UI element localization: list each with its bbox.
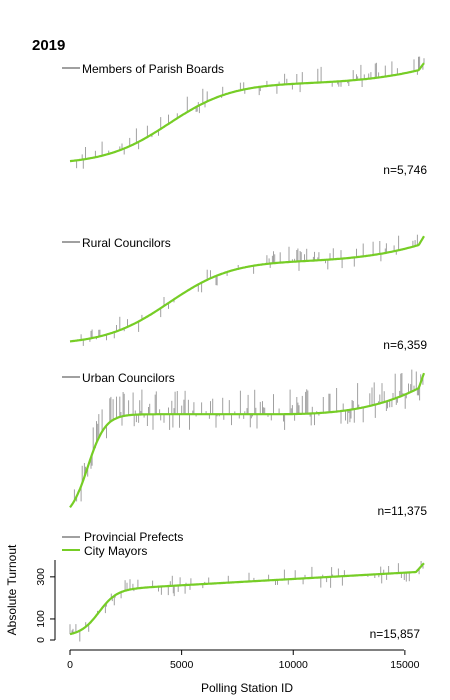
series-gray <box>73 369 424 502</box>
series-green-line <box>69 562 425 636</box>
y-axis: 0 100 300 <box>35 560 56 643</box>
y-tick-label: 0 <box>35 637 47 643</box>
x-axis: 0 5000 10000 15000 <box>67 649 420 671</box>
legend: Members of Parish Boards <box>62 62 224 76</box>
legend-label: Urban Councilors <box>82 371 175 385</box>
n-annotation: n=5,746 <box>383 163 427 177</box>
figure-title: 2019 <box>32 37 65 54</box>
panel-parish-boards: Members of Parish Boards n=5,746 <box>62 56 427 177</box>
y-tick-label: 100 <box>35 610 47 628</box>
n-annotation: n=15,857 <box>370 627 421 641</box>
series-green-line <box>69 62 425 163</box>
x-tick-label: 0 <box>67 659 73 671</box>
y-tick-label: 300 <box>35 568 47 586</box>
legend: Provincial Prefects City Mayors <box>62 530 183 558</box>
series-green-line <box>69 235 425 343</box>
panel-rural-councilors: Rural Councilors n=6,359 <box>62 234 427 352</box>
panel-prefects-mayors: Provincial Prefects City Mayors n=15,857… <box>5 530 425 695</box>
legend-label: Provincial Prefects <box>84 530 183 544</box>
y-axis-label: Absolute Turnout <box>5 544 19 635</box>
series-green-line <box>69 372 426 509</box>
legend-label: Members of Parish Boards <box>82 62 224 76</box>
x-tick-label: 10000 <box>279 659 308 671</box>
legend: Urban Councilors <box>62 371 175 385</box>
x-axis-label: Polling Station ID <box>201 681 293 695</box>
series-gray <box>80 234 418 346</box>
legend: Rural Councilors <box>62 236 171 250</box>
n-annotation: n=6,359 <box>383 338 427 352</box>
n-annotation: n=11,375 <box>378 504 428 518</box>
panel-urban-councilors: Urban Councilors n=11,375 <box>62 369 428 518</box>
legend-label: City Mayors <box>84 544 147 558</box>
x-tick-label: 5000 <box>170 659 194 671</box>
x-tick-label: 15000 <box>390 659 419 671</box>
legend-label: Rural Councilors <box>82 236 171 250</box>
